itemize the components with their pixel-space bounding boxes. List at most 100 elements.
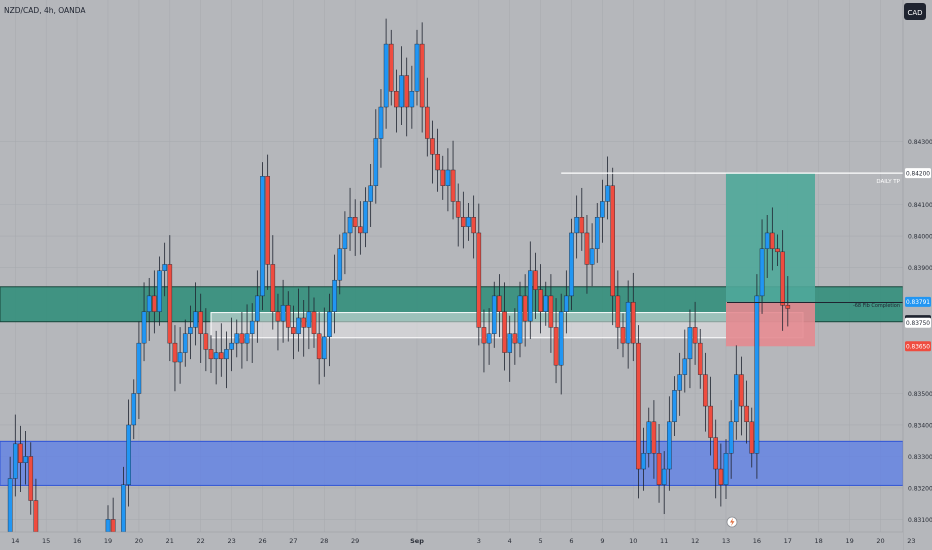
price-label-text: 0.83750 [906, 321, 930, 327]
time-tick: 16 [753, 537, 761, 545]
time-axis: 14 15 16 19 20 21 22 23 26 27 28 29 Sep 3 4 5 6 9 10 11 12 13… [0, 531, 916, 550]
candle-body [327, 311, 332, 338]
candle-body [625, 302, 631, 344]
time-tick: 6 [569, 537, 573, 545]
candle-body [239, 333, 245, 344]
candle-body [425, 106, 430, 139]
candle-body [203, 333, 209, 350]
time-tick: 3 [477, 537, 481, 545]
candle-body [388, 43, 394, 92]
candle-body [455, 201, 461, 218]
candle-body [213, 352, 219, 360]
time-tick: 4 [508, 537, 512, 545]
candle-body [311, 311, 317, 334]
candle-body [445, 169, 451, 186]
candle-body [419, 43, 425, 108]
candle-body [651, 421, 657, 454]
time-tick: 15 [42, 537, 50, 545]
time-tick: 26 [258, 537, 266, 545]
time-tick: 19 [845, 537, 853, 545]
candle-body [23, 456, 28, 463]
candle-body [172, 342, 178, 363]
candle-body [378, 106, 384, 139]
candle-body [28, 456, 34, 501]
candle-body [255, 295, 260, 322]
candle-body [661, 468, 667, 485]
candle-body [687, 327, 693, 360]
candle-body [244, 333, 250, 344]
candle-body [558, 311, 564, 366]
price-tick: 0.83100 [908, 517, 932, 524]
candle-body [131, 393, 137, 426]
candle-body [697, 342, 703, 375]
candle-body [610, 185, 615, 297]
candle-body [414, 43, 420, 92]
price-label: 0.83791 [905, 296, 931, 307]
time-tick: 20 [876, 537, 884, 545]
time-tick: 21 [166, 537, 174, 545]
time-tick: 27 [289, 537, 297, 545]
candle-body [466, 217, 471, 227]
candle-body [770, 232, 775, 249]
candle-body [332, 279, 337, 312]
candle-body [497, 295, 502, 312]
candle-body [363, 201, 368, 234]
candle-body [265, 176, 270, 265]
candle-body [301, 317, 307, 328]
candle-body [476, 232, 482, 328]
currency-button[interactable]: CAD [904, 3, 926, 20]
candle-body [553, 327, 559, 366]
candle-body [162, 264, 167, 271]
candle-body [105, 519, 111, 533]
candle-body [435, 154, 440, 171]
lightning-icon[interactable] [726, 516, 738, 528]
symbol-title[interactable]: NZD/CAD, 4h, OANDA [4, 6, 86, 15]
time-tick: 14 [11, 537, 19, 545]
candle-body [275, 311, 281, 322]
time-tick: 16 [73, 537, 81, 545]
candle-body [141, 311, 147, 344]
candle-body [33, 500, 39, 533]
candle-body [574, 217, 579, 234]
fib-label: -68 Fib Completion [853, 303, 900, 309]
candle-body [7, 478, 13, 533]
time-tick: 13 [722, 537, 730, 545]
candle-body [718, 468, 724, 485]
time-axis-bg [0, 532, 903, 550]
price-label-bg [905, 341, 931, 352]
time-tick: 10 [629, 537, 637, 545]
daily-tp-label: DAILY TP [876, 179, 900, 185]
candle-body [280, 305, 286, 322]
candle-body [759, 248, 765, 297]
candle-body [775, 248, 780, 253]
candle-body [399, 75, 404, 108]
candle-body [723, 453, 729, 485]
candle-body [703, 374, 708, 407]
candle-body [342, 232, 348, 249]
candle-body [260, 176, 265, 297]
time-tick: 11 [660, 537, 668, 545]
time-tick: 18 [815, 537, 823, 545]
candle-body [12, 443, 18, 479]
candle-body [167, 264, 173, 344]
price-label: 0.83650 [905, 341, 931, 352]
candle-body [754, 295, 760, 454]
candle-body [291, 327, 296, 334]
price-label-bg [905, 168, 931, 179]
candle-body [404, 75, 410, 108]
candle-body [764, 232, 770, 249]
candle-body [615, 295, 621, 328]
candle-body [18, 443, 23, 463]
price-tick: 0.84000 [908, 234, 932, 241]
time-tick: Sep [410, 537, 424, 545]
candle-body [517, 295, 523, 344]
candle-body [224, 349, 229, 360]
candle-body [358, 226, 363, 234]
candle-body [579, 217, 585, 234]
candle-body [110, 519, 116, 533]
candle-body [136, 342, 142, 394]
candle-body [667, 421, 672, 470]
price-label-text: 0.84200 [906, 171, 930, 177]
candle-body [249, 320, 255, 334]
